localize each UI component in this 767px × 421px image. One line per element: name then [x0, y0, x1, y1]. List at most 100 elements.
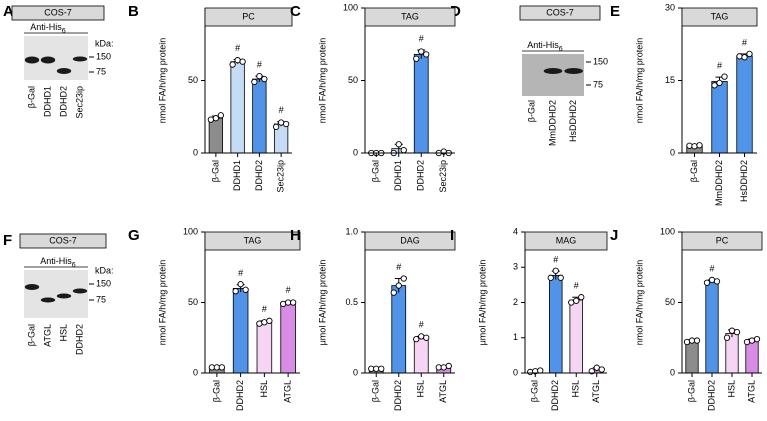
y-tick-label: 1 [513, 332, 518, 342]
chart-title: PC [242, 11, 255, 21]
title-box [681, 7, 758, 27]
gel [522, 54, 584, 96]
title-box [204, 7, 293, 27]
replicate-point [598, 366, 605, 373]
replicate-point [378, 365, 385, 372]
cell-line-box [519, 5, 601, 21]
band [72, 56, 88, 62]
antibody: Anti-His6 [40, 256, 76, 268]
lane-label: HsDDHD2 [568, 100, 578, 142]
y-tick-label: 4 [513, 226, 518, 236]
bar [705, 280, 719, 374]
replicate-point [218, 364, 226, 371]
replicate-point [282, 120, 290, 128]
x-tick-label: β-Gal [211, 380, 221, 402]
kda-title: kDa: [95, 265, 114, 275]
bar [208, 117, 224, 154]
significance-mark: # [419, 33, 424, 43]
x-tick-label: DDHD2 [393, 380, 403, 411]
y-tick-label: 3 [513, 262, 518, 272]
replicate-point [557, 274, 564, 281]
lane-label: MmDDHD2 [547, 100, 557, 146]
lane-label: Sec23ip [74, 86, 84, 119]
replicate-point [413, 55, 420, 62]
cell-line: COS-7 [546, 7, 574, 17]
antibody-name: Anti-His [40, 256, 72, 266]
replicate-point [232, 288, 239, 295]
chart-title: PC [716, 235, 729, 245]
title-box [524, 231, 608, 251]
replicate-point [390, 289, 397, 296]
panel-letter: C [290, 3, 301, 20]
y-tick-label: 0 [193, 367, 198, 377]
y-tick-label: 30 [665, 2, 675, 12]
x-tick-label: ATGL [438, 380, 448, 403]
cell-line: COS-7 [49, 235, 77, 245]
replicate-point [711, 82, 718, 89]
significance-mark: # [717, 60, 722, 70]
antibody: Anti-His6 [527, 40, 563, 52]
cell-line-box [19, 233, 107, 249]
lane-label: β-Gal [527, 100, 537, 122]
replicate-point [753, 336, 761, 343]
cell-line-box [11, 5, 105, 21]
title-box [364, 231, 456, 251]
y-axis-label: nmol FA/h/mg protein [157, 38, 167, 124]
replicate-point [395, 141, 402, 148]
band [56, 293, 72, 299]
bar [232, 287, 249, 374]
bar [745, 340, 759, 374]
y-tick-label: 50 [665, 297, 675, 307]
y-tick-label: 2 [513, 297, 518, 307]
x-tick-label: β-Gal [210, 160, 220, 182]
antibody-subscript: 6 [62, 28, 66, 35]
x-tick-label: β-Gal [530, 380, 540, 402]
panel-letter: F [3, 232, 12, 249]
replicate-point [573, 297, 580, 304]
replicate-point [696, 142, 703, 149]
antibody-subscript: 6 [72, 262, 76, 269]
panel-letter: G [128, 227, 140, 244]
significance-mark: # [553, 255, 558, 265]
bar [280, 302, 296, 374]
y-tick-label: 50 [188, 75, 198, 85]
lane-label: β-Gal [26, 86, 36, 108]
panel-letter: B [128, 3, 139, 20]
replicate-point [721, 73, 728, 80]
panel-letter: A [3, 3, 14, 20]
title-box [204, 231, 301, 251]
replicate-point [691, 143, 698, 150]
replicate-point [400, 275, 407, 282]
x-tick-label: DDHD2 [706, 380, 716, 411]
replicate-point [693, 337, 701, 344]
significance-mark: # [238, 268, 243, 278]
x-tick-label: DDHD1 [393, 160, 403, 191]
replicate-point [400, 146, 407, 154]
x-tick-label: HsDDHD2 [739, 160, 749, 202]
lane-label: DDHD2 [74, 324, 84, 355]
replicate-point [736, 53, 743, 60]
replicate-point [289, 299, 297, 306]
cell-line: COS-7 [44, 7, 72, 17]
replicate-point [547, 274, 554, 281]
x-tick-label: DDHD1 [232, 160, 242, 191]
replicate-point [423, 334, 430, 341]
significance-mark: # [742, 37, 747, 47]
x-tick-label: DDHD2 [416, 160, 426, 191]
x-tick-label: β-Gal [686, 380, 696, 402]
significance-mark: # [262, 304, 267, 314]
bar [736, 55, 753, 154]
y-tick-label: 15 [665, 75, 675, 85]
bar [548, 274, 563, 374]
replicate-point [716, 79, 723, 87]
replicate-point [578, 294, 585, 301]
x-tick-label: MmDDHD2 [714, 160, 724, 206]
replicate-point [256, 73, 263, 80]
significance-mark: # [574, 281, 579, 291]
replicate-point [746, 50, 753, 58]
replicate-point [723, 334, 731, 341]
replicate-point [395, 282, 402, 289]
replicate-point [237, 281, 244, 288]
replicate-point [413, 336, 420, 343]
